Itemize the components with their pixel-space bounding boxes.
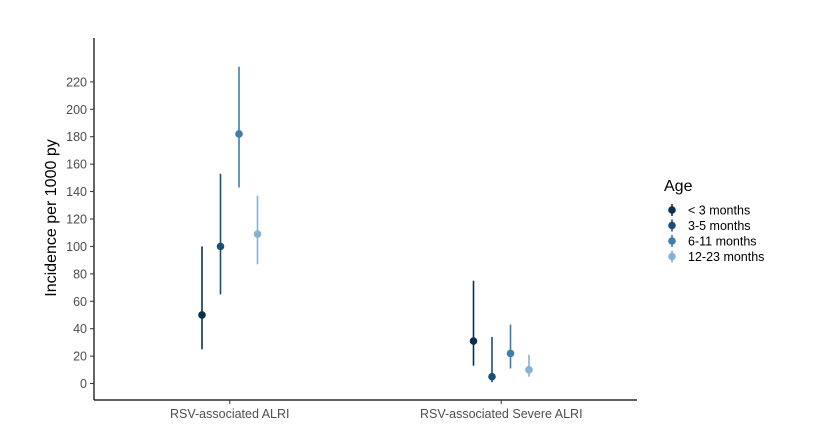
- y-tick-label: 120: [66, 213, 87, 227]
- y-tick-label: 80: [73, 267, 87, 281]
- data-point: [216, 242, 225, 251]
- x-tick-label: RSV-associated Severe ALRI: [420, 407, 583, 421]
- legend-label: 12-23 months: [688, 250, 764, 264]
- plot-area: [198, 66, 533, 383]
- y-tick-label: 180: [66, 130, 87, 144]
- y-tick-label: 20: [73, 350, 87, 364]
- legend-key-point: [668, 221, 676, 230]
- axes: 0 20 40 60 80 100 120 140 160 180 200 220 RSV-associ…: [66, 38, 637, 421]
- y-tick-label: 60: [73, 295, 87, 309]
- y-tick-label: 40: [73, 322, 87, 336]
- y-tick-label: 160: [66, 158, 87, 172]
- y-tick-label: 220: [66, 75, 87, 89]
- legend-title: Age: [664, 178, 693, 195]
- y-tick-label: 200: [66, 103, 87, 117]
- data-point: [253, 230, 262, 238]
- legend-key-point: [668, 206, 676, 214]
- legend-key-point: [668, 252, 676, 261]
- y-tick-label: 0: [80, 377, 87, 391]
- legend-key-point: [668, 237, 676, 245]
- data-point: [488, 372, 496, 381]
- legend-label: 3-5 months: [688, 219, 751, 233]
- y-tick-label: 140: [66, 185, 87, 199]
- y-tick-label: 100: [66, 240, 87, 254]
- legend-label: 6-11 months: [688, 235, 757, 249]
- data-point: [235, 130, 243, 138]
- data-point: [469, 337, 478, 345]
- data-point: [198, 311, 206, 319]
- data-point: [506, 349, 515, 358]
- data-point: [525, 366, 533, 374]
- y-axis-title: Incidence per 1000 py: [43, 139, 60, 296]
- x-tick-label: RSV-associated ALRI: [170, 407, 290, 421]
- legend-label: < 3 months: [688, 204, 750, 218]
